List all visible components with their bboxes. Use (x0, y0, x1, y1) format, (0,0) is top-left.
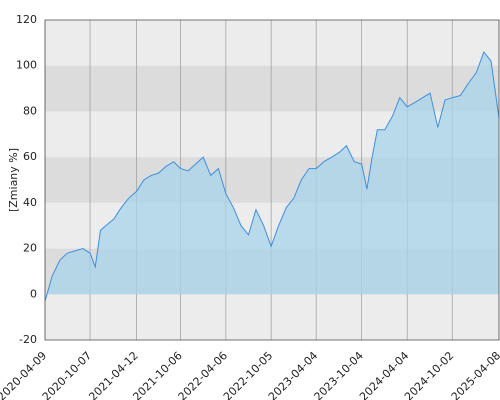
y-tick-label: 60 (23, 150, 37, 163)
y-tick-label: 80 (23, 104, 37, 117)
line (44, 50, 500, 302)
y-tick-label: 100 (16, 59, 37, 72)
plot-frame (44, 19, 500, 341)
y-tick-label: 0 (30, 287, 37, 300)
area (45, 52, 499, 302)
grid-band (45, 20, 499, 66)
y-tick-label: 40 (23, 196, 37, 209)
x-tick-label: 2020-10-07 (40, 349, 94, 400)
y-tick-label: 20 (23, 242, 37, 255)
x-tick-label: 2025-04-08 (449, 349, 500, 400)
grid-band (45, 294, 499, 340)
y-tick-label: 120 (16, 13, 37, 26)
y-tick-label: -20 (19, 333, 37, 346)
y-axis-label: [Zmiany %] (7, 148, 20, 212)
x-tick-label: 2024-10-02 (402, 349, 456, 400)
